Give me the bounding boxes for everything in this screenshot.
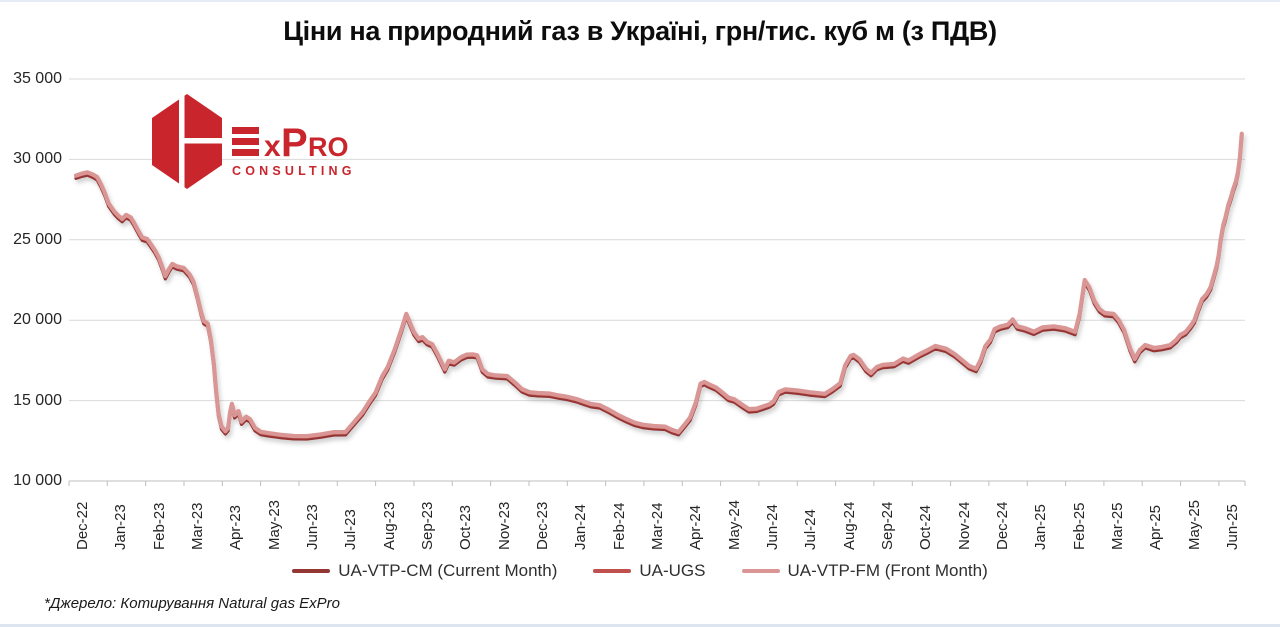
x-tick-label: Jun-23 xyxy=(303,504,321,550)
source-note: *Джерело: Котирування Natural gas ExPro xyxy=(44,595,341,612)
y-tick-label: 25 000 xyxy=(13,230,62,248)
legend-label-ua-vtp-cm: UA-VTP-CM (Current Month) xyxy=(338,561,558,580)
x-tick-label: Jan-25 xyxy=(1032,504,1050,550)
x-tick-label: Sep-23 xyxy=(418,501,436,550)
x-tick-label: Nov-23 xyxy=(495,501,513,550)
legend-label-ua-vtp-fm: UA-VTP-FM (Front Month) xyxy=(787,561,988,580)
legend-item-ua-vtp-fm: UA-VTP-FM (Front Month) xyxy=(741,561,988,581)
y-axis-labels: 10 000 15 000 20 000 25 000 30 000 35 000 xyxy=(0,2,64,502)
x-tick-label: May-25 xyxy=(1185,499,1203,550)
x-tick-label: Mar-23 xyxy=(188,502,206,550)
y-tick-label: 30 000 xyxy=(13,150,62,168)
x-tick-label: Jan-24 xyxy=(572,504,590,550)
legend-item-ua-vtp-cm: UA-VTP-CM (Current Month) xyxy=(292,561,557,581)
x-tick-label: Dec-23 xyxy=(533,501,551,550)
x-tick-label: Feb-23 xyxy=(150,502,168,550)
expro-wordmark: x P RO CONSULTING xyxy=(232,121,356,178)
svg-text:P: P xyxy=(281,121,308,165)
x-tick-label: May-24 xyxy=(725,499,743,550)
x-tick-label: Oct-23 xyxy=(457,504,475,550)
x-tick-label: Jul-23 xyxy=(342,509,360,550)
x-tick-label: Mar-25 xyxy=(1108,502,1126,550)
x-tick-label: Apr-25 xyxy=(1147,504,1165,550)
x-tick-label: Feb-24 xyxy=(610,502,628,550)
x-tick-label: May-23 xyxy=(265,499,283,550)
y-tick-label: 20 000 xyxy=(13,311,62,329)
x-tick-label: Jul-24 xyxy=(802,509,820,550)
legend-item-ua-ugs: UA-UGS xyxy=(593,561,706,581)
x-tick-label: Mar-24 xyxy=(648,502,666,550)
x-tick-label: Oct-24 xyxy=(917,504,935,550)
price-chart-plot xyxy=(68,78,1246,486)
svg-text:RO: RO xyxy=(308,132,349,162)
bottom-edge-divider xyxy=(0,624,1280,627)
x-tick-label: Dec-24 xyxy=(993,501,1011,550)
expro-logo: x P RO CONSULTING xyxy=(152,94,402,194)
legend-label-ua-ugs: UA-UGS xyxy=(639,561,706,580)
chart-title: Ціни на природний газ в Україні, грн/тис… xyxy=(283,16,997,46)
x-tick-label: Aug-24 xyxy=(840,501,858,550)
x-tick-label: Sep-24 xyxy=(878,501,896,550)
x-tick-label: Jun-24 xyxy=(763,504,781,550)
x-tick-label: Nov-24 xyxy=(955,501,973,550)
y-tick-label: 35 000 xyxy=(13,70,62,87)
x-tick-label: Apr-23 xyxy=(227,504,245,550)
x-tick-label: Aug-23 xyxy=(380,501,398,550)
expro-hexagon-icon xyxy=(152,94,222,189)
y-tick-label: 15 000 xyxy=(13,391,62,409)
svg-text:CONSULTING: CONSULTING xyxy=(232,164,356,178)
x-tick-label: Jun-25 xyxy=(1223,504,1241,550)
legend-swatch-ua-vtp-cm xyxy=(292,569,331,573)
x-tick-label: Dec-22 xyxy=(74,501,91,550)
x-tick-label: Jan-23 xyxy=(112,504,130,550)
legend-swatch-ua-ugs xyxy=(593,569,632,573)
price-line xyxy=(73,131,1244,439)
chart-legend: UA-VTP-CM (Current Month) UA-UGS UA-VTP-… xyxy=(0,561,1280,581)
x-tick-label: Apr-24 xyxy=(687,504,705,550)
svg-text:x: x xyxy=(264,130,281,163)
y-tick-label: 10 000 xyxy=(13,472,62,489)
x-tick-label: Feb-25 xyxy=(1070,502,1088,550)
legend-swatch-ua-vtp-fm xyxy=(741,569,780,573)
